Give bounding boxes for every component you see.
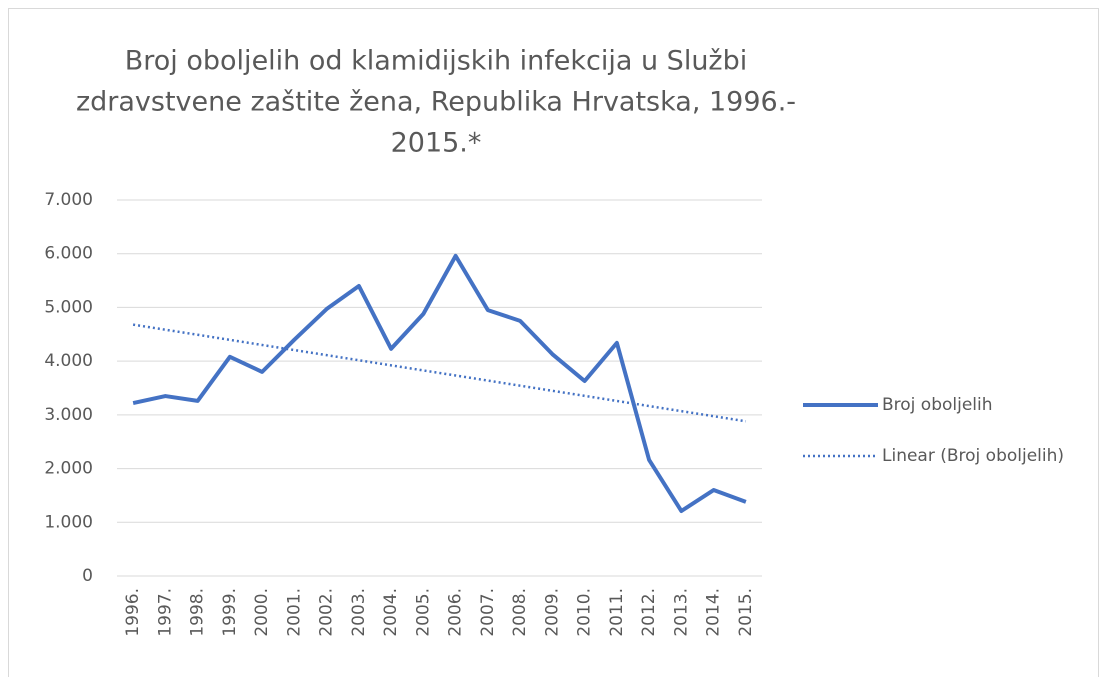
chart-title: 2015.* <box>391 128 482 159</box>
y-tick-label: 7.000 <box>44 190 93 210</box>
y-tick-label: 6.000 <box>44 244 93 264</box>
x-tick-label: 1998. <box>188 588 208 637</box>
x-tick-label: 2000. <box>252 588 272 637</box>
x-tick-label: 2006. <box>446 588 466 637</box>
x-tick-label: 2014. <box>704 588 724 637</box>
chart-title: Broj oboljelih od klamidijskih infekcija… <box>125 46 748 77</box>
y-tick-label: 0 <box>82 566 93 586</box>
y-tick-label: 5.000 <box>44 297 93 317</box>
data-line <box>132 253 747 514</box>
x-tick-label: 2012. <box>639 588 659 637</box>
x-tick-label: 1999. <box>220 588 240 637</box>
legend-label: Broj oboljelih <box>882 395 993 415</box>
x-tick-label: 2007. <box>478 588 498 637</box>
chart-title: zdravstvene zaštite žena, Republika Hrva… <box>76 87 796 118</box>
y-tick-label: 3.000 <box>44 405 93 425</box>
x-tick-label: 1997. <box>155 588 175 637</box>
y-tick-label: 2.000 <box>44 459 93 479</box>
x-tick-label: 2002. <box>317 588 337 637</box>
x-tick-label: 2008. <box>510 588 530 637</box>
y-tick-label: 1.000 <box>44 512 93 532</box>
x-tick-label: 2004. <box>381 588 401 637</box>
trend-line <box>132 323 747 423</box>
x-tick-label: 2013. <box>671 588 691 637</box>
x-tick-label: 2005. <box>413 588 433 637</box>
legend-label: Linear (Broj oboljelih) <box>882 446 1064 466</box>
y-tick-label: 4.000 <box>44 351 93 371</box>
x-tick-label: 2009. <box>542 588 562 637</box>
x-tick-label: 2010. <box>575 588 595 637</box>
x-tick-label: 2003. <box>349 588 369 637</box>
x-tick-label: 2001. <box>284 588 304 637</box>
x-tick-label: 1996. <box>123 588 143 637</box>
chart-border <box>8 8 1099 677</box>
x-tick-label: 2011. <box>607 588 627 637</box>
x-tick-label: 2015. <box>736 588 756 637</box>
